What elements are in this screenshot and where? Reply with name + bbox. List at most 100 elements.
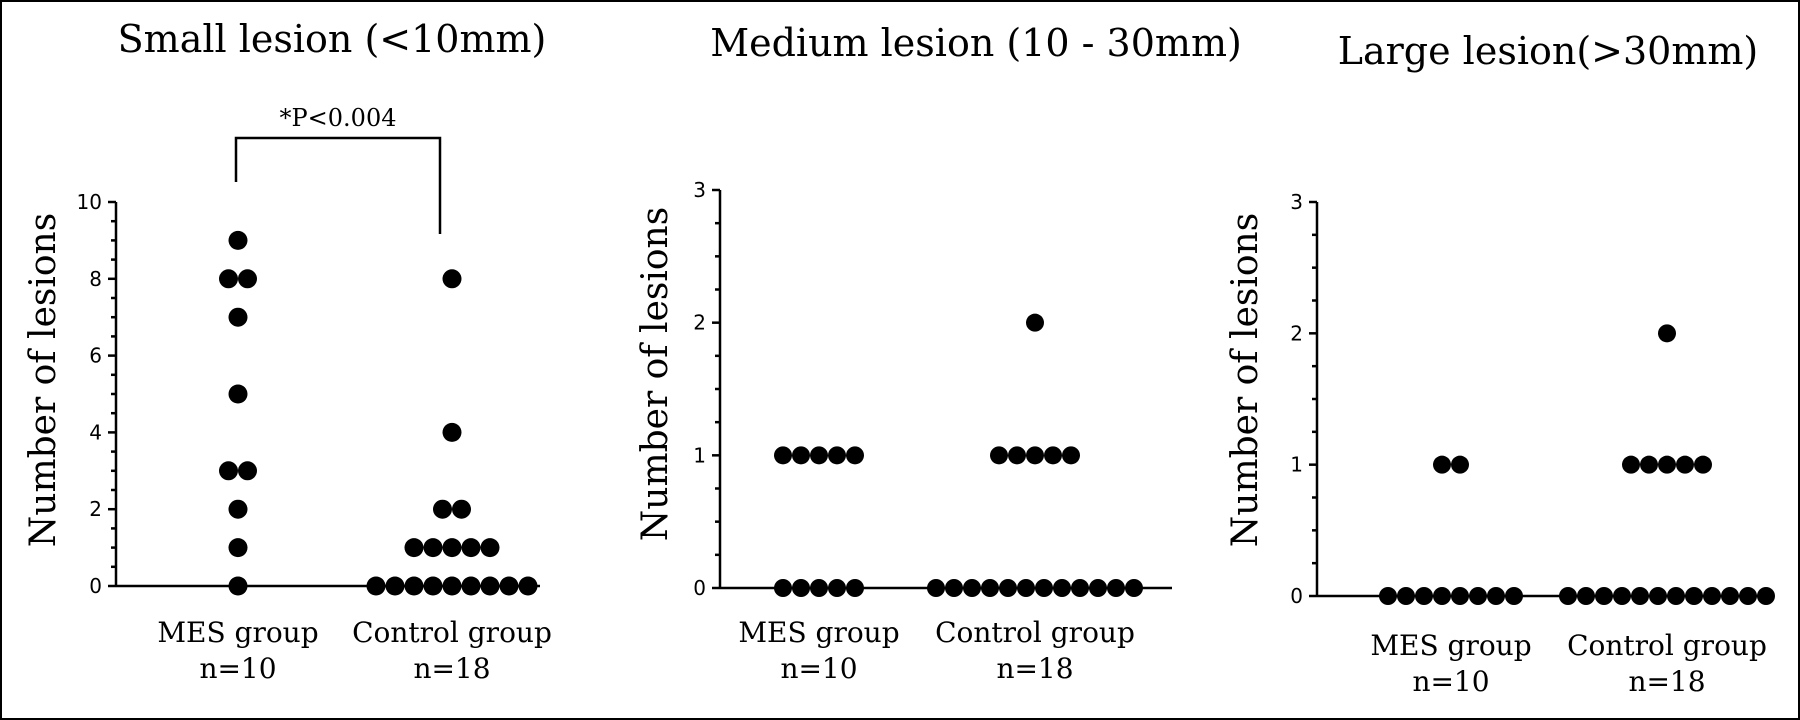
chart-title: Large lesion(>30mm) xyxy=(1338,29,1759,73)
data-point xyxy=(1685,587,1703,605)
data-point xyxy=(999,579,1017,597)
data-point xyxy=(990,446,1008,465)
data-point xyxy=(1053,579,1071,597)
significance-label: *P<0.004 xyxy=(280,104,397,132)
data-point xyxy=(1433,587,1451,605)
data-point xyxy=(461,576,481,596)
data-point xyxy=(1658,324,1676,343)
data-point xyxy=(828,579,846,597)
chart-panel-1: Small lesion (<10mm) Number of lesions 0 2 4… xyxy=(23,17,552,685)
data-point xyxy=(423,576,443,596)
data-point xyxy=(1379,587,1397,605)
data-point xyxy=(774,579,792,597)
category-n-label: n=18 xyxy=(996,652,1073,685)
data-point xyxy=(1433,455,1451,474)
data-point xyxy=(480,538,500,558)
y-tick-label: 4 xyxy=(89,420,102,444)
data-point xyxy=(1008,446,1026,465)
y-tick-label: 2 xyxy=(1290,321,1303,345)
data-point xyxy=(1415,587,1433,605)
data-point xyxy=(1649,587,1667,605)
y-tick-label: 10 xyxy=(77,190,102,214)
data-point xyxy=(219,461,238,481)
significance-bracket xyxy=(234,136,442,234)
category-n-label: n=18 xyxy=(1628,665,1705,698)
data-point xyxy=(1640,455,1658,474)
data-point xyxy=(461,538,481,558)
y-tick-label: 3 xyxy=(1290,190,1303,214)
data-point xyxy=(480,576,500,596)
data-point xyxy=(810,579,828,597)
data-point xyxy=(238,461,257,481)
data-point xyxy=(219,269,238,289)
data-point xyxy=(1505,587,1523,605)
data-point xyxy=(1017,579,1035,597)
data-point xyxy=(1451,587,1469,605)
data-point xyxy=(846,579,864,597)
data-point xyxy=(1676,455,1694,474)
data-point xyxy=(518,576,538,596)
data-point xyxy=(1622,455,1640,474)
data-point xyxy=(1721,587,1739,605)
data-point xyxy=(1026,446,1044,465)
category-label: MES group xyxy=(738,616,899,649)
data-point xyxy=(366,576,386,596)
data-point xyxy=(1469,587,1487,605)
data-point xyxy=(452,499,471,519)
data-point xyxy=(442,576,462,596)
data-point xyxy=(228,499,248,519)
data-point xyxy=(228,307,248,327)
chart-panel-3: Large lesion(>30mm) Number of lesions 0 1 2 3… xyxy=(1225,29,1775,698)
data-point xyxy=(1035,579,1053,597)
data-point xyxy=(433,499,452,519)
y-tick-label: 0 xyxy=(89,574,102,598)
y-tick-label: 6 xyxy=(89,344,102,368)
data-point xyxy=(945,579,963,597)
data-point xyxy=(1026,313,1044,332)
data-point xyxy=(423,538,443,558)
data-point xyxy=(792,446,810,465)
data-point xyxy=(1071,579,1089,597)
data-point xyxy=(1397,587,1415,605)
data-point xyxy=(442,422,462,442)
data-point xyxy=(792,579,810,597)
y-tick-label: 0 xyxy=(693,576,706,600)
data-point xyxy=(981,579,999,597)
data-point xyxy=(1062,446,1080,465)
data-point xyxy=(828,446,846,465)
data-point xyxy=(1739,587,1757,605)
y-axis-label: Number of lesions xyxy=(635,207,676,541)
category-label: Control group xyxy=(352,616,552,649)
data-point xyxy=(1658,455,1676,474)
data-point xyxy=(963,579,981,597)
y-tick-label: 1 xyxy=(1290,453,1303,477)
data-point xyxy=(1631,587,1649,605)
data-point xyxy=(404,576,424,596)
y-tick-label: 1 xyxy=(693,443,706,467)
category-n-label: n=10 xyxy=(780,652,857,685)
y-axis-label: Number of lesions xyxy=(23,213,64,547)
data-point xyxy=(385,576,405,596)
data-point xyxy=(927,579,945,597)
category-n-label: n=18 xyxy=(413,652,490,685)
category-label: Control group xyxy=(935,616,1135,649)
data-point xyxy=(1694,455,1712,474)
category-label: Control group xyxy=(1567,629,1767,662)
y-tick-label: 8 xyxy=(89,267,102,291)
data-point xyxy=(1667,587,1685,605)
y-tick-label: 0 xyxy=(1290,584,1303,608)
data-point xyxy=(1703,587,1721,605)
category-n-label: n=10 xyxy=(199,652,276,685)
chart-panel-2: Medium lesion (10 - 30mm) Number of lesio… xyxy=(635,21,1242,685)
data-point xyxy=(1125,579,1143,597)
data-point xyxy=(1044,446,1062,465)
data-point xyxy=(1107,579,1125,597)
y-tick-label: 2 xyxy=(693,311,706,335)
data-point xyxy=(1559,587,1577,605)
data-point xyxy=(228,384,248,404)
y-tick-label: 2 xyxy=(89,497,102,521)
category-label: MES group xyxy=(157,616,318,649)
data-point xyxy=(1089,579,1107,597)
